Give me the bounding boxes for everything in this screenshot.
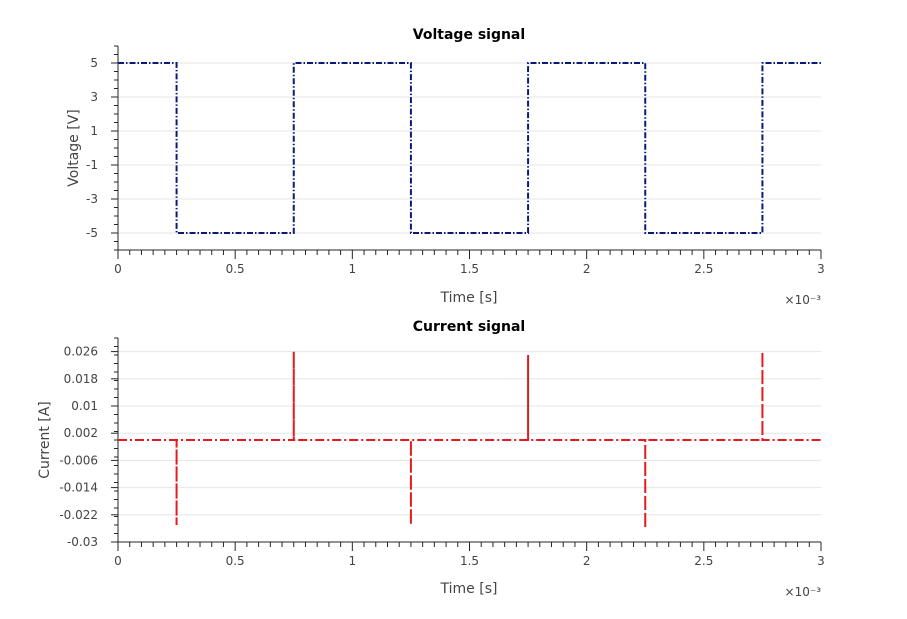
current-y-tick-label: -0.006 <box>59 453 98 467</box>
voltage-y-tick-label: 5 <box>90 56 98 70</box>
voltage-x-tick-label: 0 <box>114 262 122 276</box>
voltage-axis-lines <box>117 46 821 251</box>
voltage-x-tick-label: 1.5 <box>460 262 479 276</box>
current-x-tick-label: 0.5 <box>226 554 245 568</box>
voltage-x-tick-label: 2.5 <box>694 262 713 276</box>
voltage-series-line <box>118 62 821 234</box>
voltage-y-axis-label: Voltage [V] <box>66 109 82 186</box>
voltage-x-axis-label: Time [s] <box>440 290 498 306</box>
voltage-y-tick-label: -5 <box>86 226 98 240</box>
current-x-tick-label: 1 <box>349 554 357 568</box>
current-x-tick-label: 2.5 <box>694 554 713 568</box>
current-x-tick-label: 3 <box>817 554 825 568</box>
voltage-x-exponent-label: ×10⁻³ <box>785 293 822 307</box>
current-x-exponent-label: ×10⁻³ <box>785 585 822 599</box>
current-y-tick-label: -0.022 <box>59 508 98 522</box>
voltage-y-tick-label: -3 <box>86 192 98 206</box>
voltage-axes: Voltage signal 0 0.5 1 1.5 2 2.5 3 5 3 1 -1 -3 -5 Ti… <box>66 27 825 307</box>
current-x-axis-label: Time [s] <box>440 581 498 597</box>
current-y-tick-label: 0.026 <box>64 345 98 359</box>
current-series-line <box>118 351 821 529</box>
current-grid <box>118 351 821 543</box>
voltage-series <box>118 62 821 234</box>
current-y-tick-label: -0.03 <box>67 535 98 549</box>
voltage-x-tick-label: 3 <box>817 262 825 276</box>
voltage-x-tick-label: 1 <box>349 262 357 276</box>
current-x-tick-label: 1.5 <box>460 554 479 568</box>
current-axes: Current signal 0 0.5 1 1.5 2 2.5 3 0.026 0.018 0.… <box>37 319 825 599</box>
current-series <box>118 351 821 529</box>
current-y-axis-label: Current [A] <box>37 401 53 479</box>
current-ticks: 0 0.5 1 1.5 2 2.5 3 0.026 0.018 0.01 0.002 -0.006 -0… <box>59 337 825 568</box>
current-x-tick-label: 0 <box>114 554 122 568</box>
current-chart-title: Current signal <box>413 319 525 335</box>
voltage-y-tick-label: 3 <box>90 90 98 104</box>
current-y-tick-label: 0.002 <box>64 426 98 440</box>
voltage-grid <box>118 62 821 234</box>
voltage-y-tick-label: -1 <box>86 158 98 172</box>
voltage-chart-title: Voltage signal <box>413 27 525 43</box>
voltage-x-tick-label: 2 <box>583 262 591 276</box>
current-x-tick-label: 2 <box>583 554 591 568</box>
voltage-ticks: 0 0.5 1 1.5 2 2.5 3 5 3 1 -1 -3 -5 <box>86 45 825 276</box>
voltage-x-tick-label: 0.5 <box>226 262 245 276</box>
current-y-tick-label: -0.014 <box>59 481 98 495</box>
current-y-tick-label: 0.018 <box>64 372 98 386</box>
voltage-y-tick-label: 1 <box>90 124 98 138</box>
current-y-tick-label: 0.01 <box>71 399 98 413</box>
